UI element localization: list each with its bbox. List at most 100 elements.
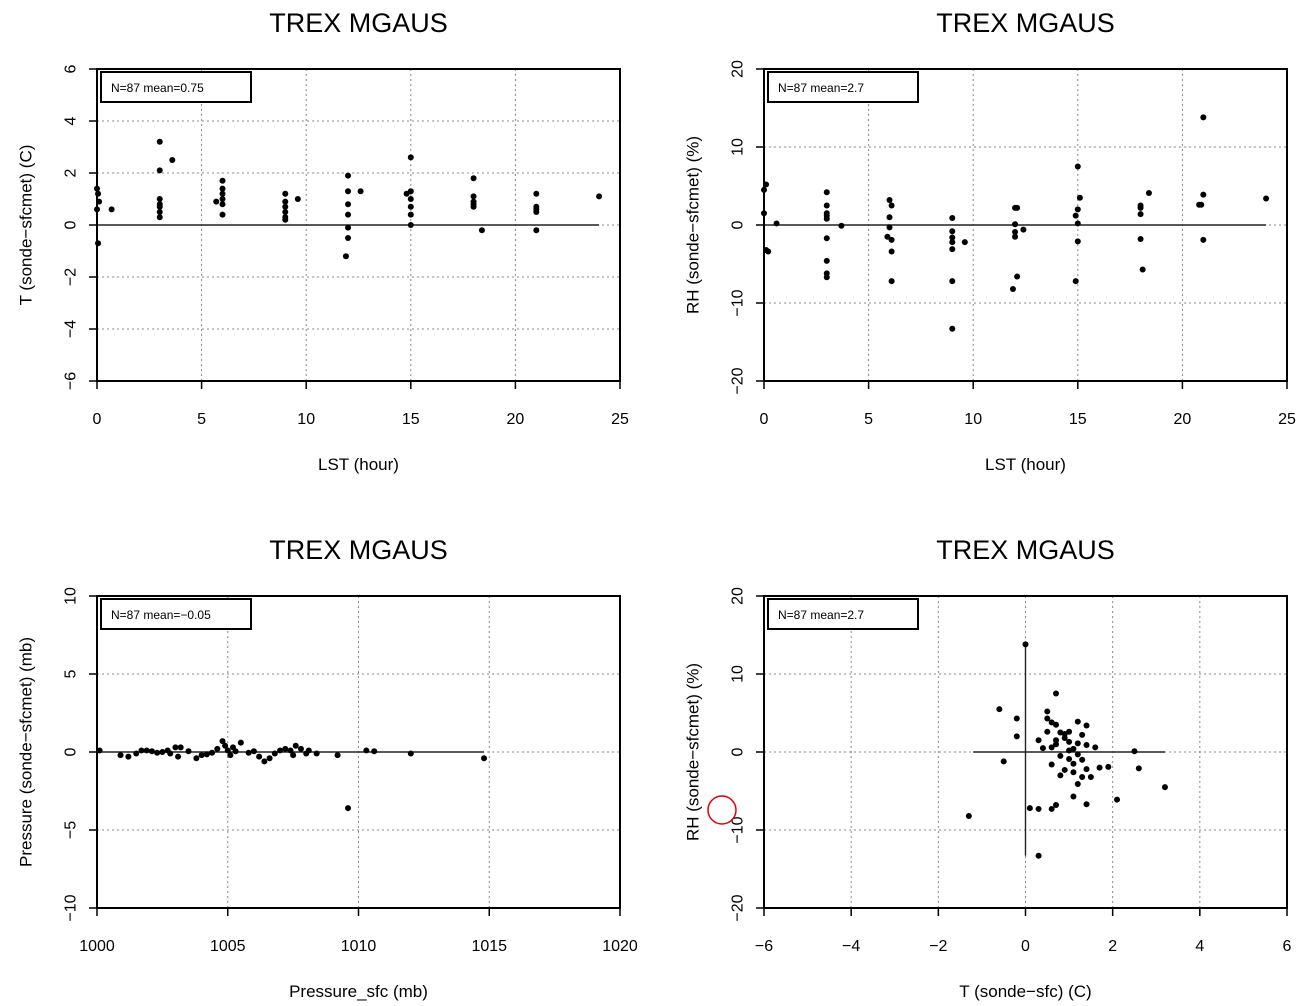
data-point	[1009, 285, 1016, 292]
data-point	[949, 228, 956, 235]
y-tick-label: 20	[730, 60, 747, 78]
data-point	[1092, 744, 1099, 751]
data-point	[250, 748, 257, 755]
y-tick-label: −4	[63, 320, 80, 338]
data-point	[1074, 238, 1081, 245]
data-point	[203, 751, 210, 758]
data-point	[478, 227, 485, 234]
data-point	[125, 753, 132, 760]
x-tick-label: 0	[93, 411, 102, 428]
chart-title: TREX MGAUS	[269, 535, 448, 565]
data-point	[1014, 204, 1021, 211]
data-point	[407, 750, 414, 757]
data-point	[143, 747, 150, 754]
data-point	[1057, 772, 1064, 779]
data-point	[245, 749, 252, 756]
data-point	[886, 197, 893, 204]
data-point	[407, 203, 414, 210]
data-point	[214, 745, 221, 752]
data-point	[1035, 805, 1042, 812]
legend-text: N=87 mean=−0.05	[111, 608, 211, 622]
data-point	[1074, 751, 1081, 758]
y-tick-label: 0	[63, 747, 80, 756]
data-point	[1200, 114, 1207, 121]
data-point	[949, 239, 956, 246]
x-tick-label: 20	[1174, 411, 1192, 428]
x-tick-label: −4	[842, 938, 860, 955]
x-axis-label: LST (hour)	[318, 455, 399, 474]
data-point	[282, 203, 289, 210]
data-point	[1061, 734, 1068, 741]
data-point	[94, 206, 100, 213]
data-point	[1083, 801, 1090, 808]
data-point	[1096, 764, 1103, 771]
data-point	[96, 747, 103, 754]
data-point	[297, 745, 304, 752]
data-point	[1079, 731, 1086, 738]
data-point	[345, 188, 352, 195]
legend-box	[100, 598, 252, 630]
data-point	[219, 211, 226, 218]
data-point	[403, 190, 410, 197]
data-point	[1057, 752, 1064, 759]
x-tick-label: 1010	[341, 938, 377, 955]
data-point	[1083, 741, 1090, 748]
data-point	[345, 235, 352, 241]
data-point	[886, 224, 893, 231]
legend: N=87 mean=2.7	[767, 71, 919, 103]
annotation-circle	[707, 795, 737, 825]
y-tick-label: −6	[63, 372, 80, 390]
data-point	[219, 190, 226, 197]
y-tick-label: −2	[63, 268, 80, 286]
x-tick-label: 25	[1278, 411, 1296, 428]
data-point	[94, 185, 100, 192]
data-point	[277, 747, 284, 754]
data-point	[1076, 194, 1083, 201]
data-point	[470, 175, 477, 182]
data-point	[1048, 744, 1055, 751]
data-point	[1074, 206, 1081, 213]
chart-title: TREX MGAUS	[936, 535, 1115, 565]
x-tick-label: 1005	[210, 938, 246, 955]
data-point	[282, 216, 289, 223]
data-point	[1066, 756, 1073, 763]
data-point	[345, 172, 352, 179]
data-point	[1044, 715, 1051, 722]
data-point	[198, 752, 205, 759]
legend-box	[100, 71, 252, 103]
data-point	[345, 224, 352, 231]
data-point	[117, 752, 124, 759]
x-tick-label: 10	[964, 411, 982, 428]
data-point	[1083, 766, 1090, 773]
y-axis-label: RH (sonde−sfcmet) (%)	[684, 136, 703, 314]
data-point	[949, 325, 956, 332]
data-point	[761, 186, 767, 193]
data-point	[533, 227, 540, 234]
data-point	[1074, 718, 1081, 725]
chart-panel-2: 0 5 10 15 20 25 −20 −10 0 10 20 TREX MGAUS LST (hour…	[684, 8, 1297, 474]
data-point	[357, 188, 364, 195]
data-point	[1012, 221, 1019, 228]
data-point	[156, 196, 163, 202]
data-point	[888, 202, 895, 209]
data-point	[761, 210, 767, 217]
data-point	[407, 154, 414, 161]
y-tick-label: −10	[730, 289, 747, 316]
y-tick-label: −10	[63, 894, 80, 921]
chart-title: TREX MGAUS	[269, 8, 448, 38]
data-point	[287, 747, 294, 754]
data-point	[1079, 756, 1086, 763]
y-tick-label: −20	[730, 367, 747, 394]
legend-box	[767, 71, 919, 103]
x-tick-label: 5	[197, 411, 206, 428]
data-point	[765, 248, 772, 255]
x-tick-label: 0	[760, 411, 769, 428]
legend: N=87 mean=2.7	[767, 598, 919, 630]
data-point	[1066, 728, 1073, 735]
data-point	[1070, 769, 1077, 776]
data-point	[949, 214, 956, 221]
x-tick-label: 10	[297, 411, 315, 428]
data-point	[292, 742, 299, 749]
legend-text: N=87 mean=2.7	[778, 608, 864, 622]
data-point	[1137, 211, 1144, 218]
